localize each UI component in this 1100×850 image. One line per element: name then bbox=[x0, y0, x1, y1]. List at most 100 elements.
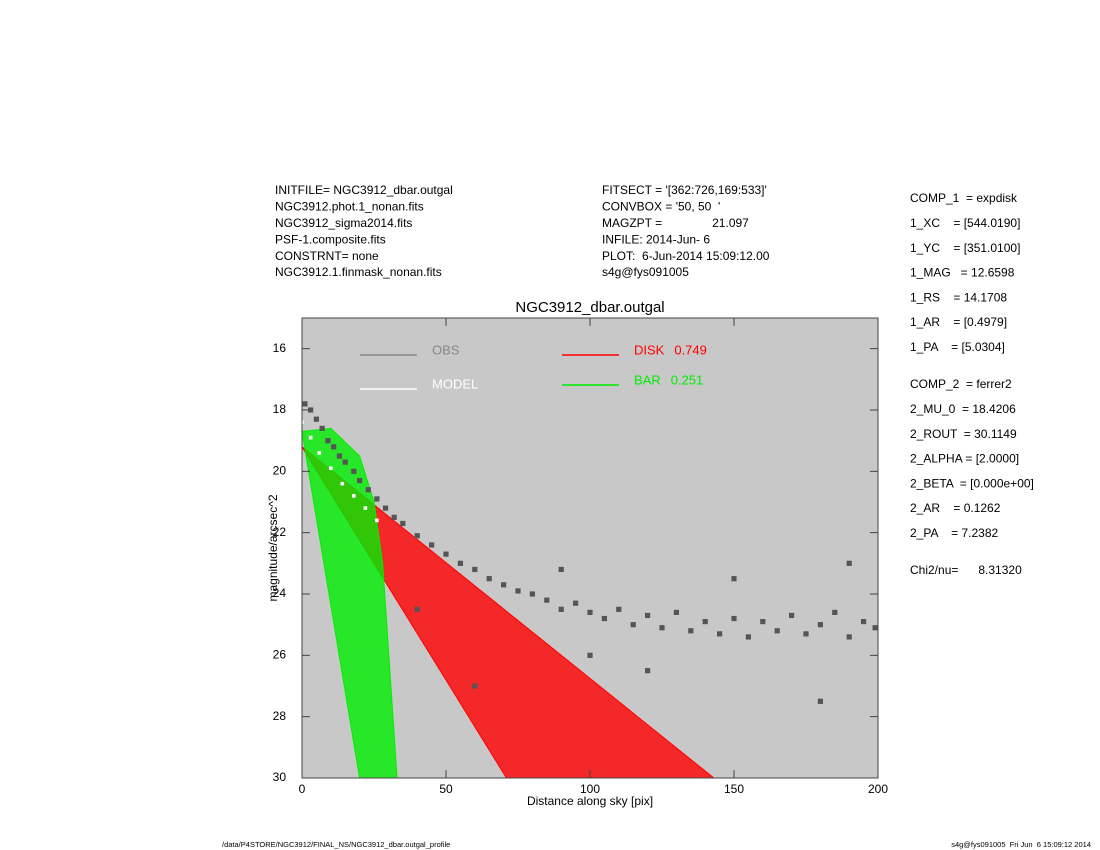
y-tick-label: 30 bbox=[273, 770, 287, 784]
data-point bbox=[745, 634, 751, 640]
data-point bbox=[817, 622, 823, 628]
y-tick-label: 26 bbox=[273, 648, 287, 662]
data-point bbox=[329, 466, 333, 471]
data-point bbox=[375, 518, 379, 523]
x-tick-label: 150 bbox=[724, 782, 744, 796]
data-point bbox=[391, 514, 397, 520]
data-point bbox=[308, 407, 314, 413]
param-line: 2_ROUT = 30.1149 bbox=[910, 427, 1017, 441]
param-line: 1_AR = [0.4979] bbox=[910, 315, 1007, 329]
data-point bbox=[336, 453, 343, 459]
data-point bbox=[601, 615, 607, 622]
header-line: NGC3912.1.finmask_nonan.fits bbox=[275, 265, 442, 279]
param-line: 1_XC = [544.0190] bbox=[910, 216, 1020, 230]
param-line: COMP_1 = expdisk bbox=[910, 191, 1018, 205]
data-point bbox=[352, 494, 356, 498]
data-point bbox=[731, 576, 737, 582]
chart-title: NGC3912_dbar.outgal bbox=[515, 299, 664, 316]
legend-label: DISK bbox=[634, 342, 665, 357]
header-line: INFILE: 2014-Jun- 6 bbox=[602, 232, 710, 246]
data-point bbox=[630, 622, 636, 628]
header-line: INITFILE= NGC3912_dbar.outgal bbox=[275, 183, 453, 197]
data-point bbox=[351, 468, 357, 474]
header-line: FITSECT = '[362:726,169:533]' bbox=[602, 183, 767, 197]
param-line: 1_MAG = 12.6598 bbox=[910, 266, 1015, 280]
y-tick-label: 28 bbox=[273, 709, 287, 723]
data-point bbox=[645, 668, 651, 674]
param-line: COMP_2 = ferrer2 bbox=[910, 377, 1012, 391]
y-tick-label: 24 bbox=[273, 586, 287, 600]
data-point bbox=[846, 634, 852, 640]
data-point bbox=[832, 609, 838, 615]
data-point bbox=[573, 600, 579, 606]
data-point bbox=[400, 520, 406, 527]
x-tick-label: 100 bbox=[580, 782, 600, 796]
data-point bbox=[374, 496, 380, 502]
data-point bbox=[308, 435, 313, 440]
data-point bbox=[515, 588, 521, 594]
header-line: PSF-1.composite.fits bbox=[275, 232, 386, 246]
data-point bbox=[529, 591, 535, 597]
y-axis-label: magnitude/arcsec^2 bbox=[266, 494, 280, 601]
header-line: NGC3912.phot.1_nonan.fits bbox=[275, 200, 424, 214]
data-point bbox=[558, 606, 564, 612]
param-line: 1_PA = [5.0304] bbox=[910, 340, 1005, 354]
data-point bbox=[363, 506, 368, 510]
data-point bbox=[645, 612, 651, 619]
footer-stamp: s4g@fys091005 Fri Jun 6 15:09:12 2014 bbox=[951, 840, 1091, 849]
footer-path: /data/P4STORE/NGC3912/FINAL_NS/NGC3912_d… bbox=[222, 840, 450, 849]
data-point bbox=[342, 459, 348, 465]
x-tick-label: 50 bbox=[439, 782, 453, 796]
data-point bbox=[872, 625, 878, 631]
param-line: 1_RS = 14.1708 bbox=[910, 290, 1007, 304]
legend-label: MODEL bbox=[432, 376, 478, 391]
data-point bbox=[702, 619, 708, 625]
legend-label: BAR bbox=[634, 372, 661, 387]
data-point bbox=[616, 606, 622, 612]
data-point bbox=[365, 487, 371, 493]
header-line: CONVBOX = '50, 50 ' bbox=[602, 200, 720, 214]
data-point bbox=[313, 416, 319, 422]
data-point bbox=[414, 533, 420, 539]
data-point bbox=[501, 582, 507, 588]
y-tick-label: 18 bbox=[273, 402, 287, 416]
data-point bbox=[717, 631, 723, 637]
x-tick-label: 200 bbox=[868, 782, 888, 796]
data-point bbox=[429, 542, 435, 548]
x-tick-label: 0 bbox=[299, 782, 306, 796]
data-point bbox=[317, 451, 322, 455]
data-point bbox=[846, 560, 852, 566]
legend-fraction: 0.749 bbox=[674, 342, 707, 357]
data-point bbox=[789, 612, 795, 619]
data-point bbox=[774, 628, 780, 634]
data-point bbox=[382, 505, 389, 511]
data-point bbox=[443, 551, 449, 557]
chi-square: Chi2/nu= 8.31320 bbox=[910, 563, 1022, 577]
data-point bbox=[688, 628, 694, 634]
data-point bbox=[673, 609, 679, 615]
data-point bbox=[472, 683, 478, 689]
y-tick-label: 22 bbox=[273, 525, 287, 539]
data-point bbox=[558, 566, 564, 573]
data-point bbox=[760, 619, 766, 625]
data-point bbox=[302, 401, 308, 407]
header-line: NGC3912_sigma2014.fits bbox=[275, 216, 412, 230]
data-point bbox=[544, 597, 550, 603]
y-tick-label: 20 bbox=[273, 464, 287, 478]
legend-label: OBS bbox=[432, 342, 460, 357]
data-point bbox=[357, 477, 363, 484]
data-point bbox=[472, 566, 478, 573]
header-line: PLOT: 6-Jun-2014 15:09:12.00 bbox=[602, 249, 770, 263]
param-line: 2_MU_0 = 18.4206 bbox=[910, 402, 1016, 416]
header-line: CONSTRNT= none bbox=[275, 249, 379, 263]
param-line: 2_AR = 0.1262 bbox=[910, 501, 1001, 515]
data-point bbox=[340, 481, 345, 486]
data-point bbox=[817, 698, 823, 704]
data-point bbox=[319, 425, 325, 431]
data-point bbox=[414, 606, 420, 612]
data-point bbox=[331, 444, 337, 450]
data-point bbox=[587, 609, 593, 615]
legend-fraction: 0.251 bbox=[671, 372, 704, 387]
param-line: 2_BETA = [0.000e+00] bbox=[910, 476, 1034, 490]
